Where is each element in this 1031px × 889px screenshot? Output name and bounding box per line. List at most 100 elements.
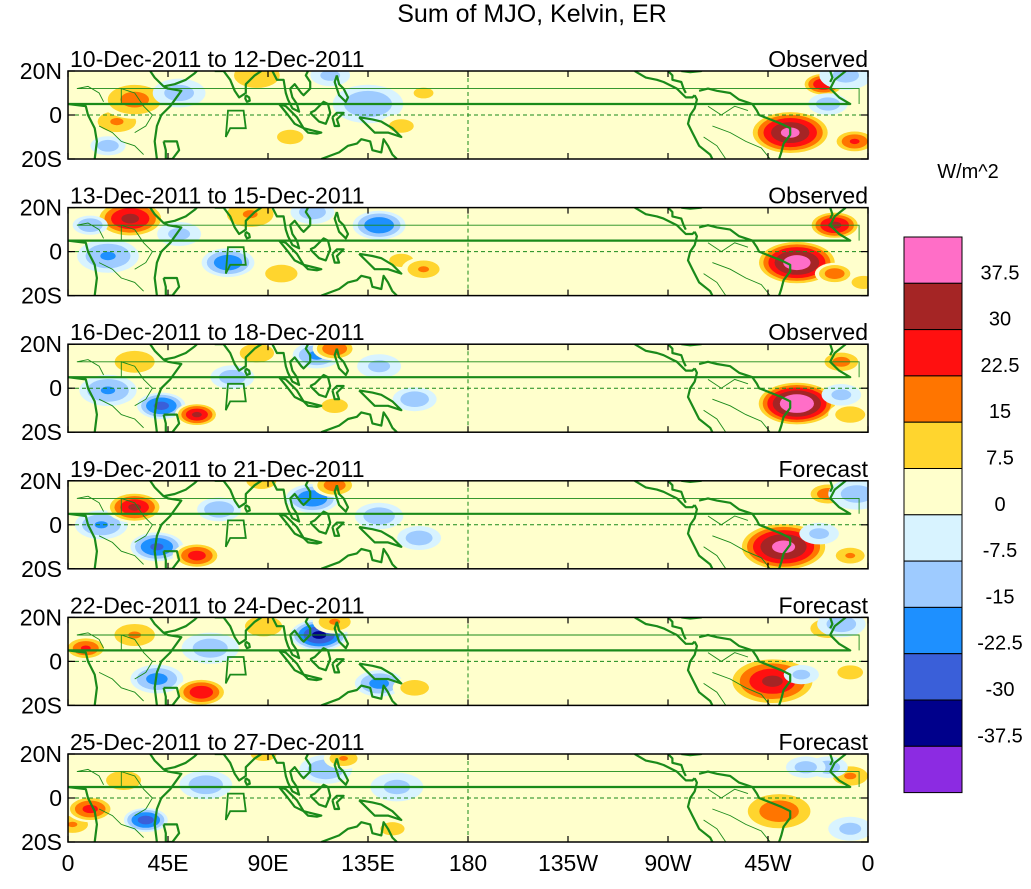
figure-title: Sum of MJO, Kelvin, ER bbox=[397, 0, 667, 28]
colorbar-label: 22.5 bbox=[981, 355, 1020, 377]
panel-status: Forecast bbox=[779, 456, 869, 482]
coastline bbox=[686, 777, 714, 842]
coastline bbox=[358, 799, 403, 822]
coastline bbox=[214, 617, 262, 645]
anomaly-contour bbox=[839, 822, 862, 835]
coastline bbox=[214, 71, 262, 99]
anomaly-contour bbox=[68, 821, 78, 828]
anomaly-contour bbox=[831, 389, 852, 401]
country-border bbox=[76, 359, 860, 378]
country-border bbox=[712, 262, 771, 296]
colorbar-label: -30 bbox=[986, 679, 1015, 701]
anomaly-contour bbox=[837, 665, 864, 680]
coastline bbox=[302, 810, 323, 818]
region-box bbox=[224, 109, 247, 138]
anomaly-contour bbox=[835, 406, 866, 423]
coastline bbox=[829, 617, 834, 629]
coastline bbox=[634, 480, 696, 509]
country-border bbox=[98, 671, 144, 702]
country-border bbox=[712, 808, 771, 842]
coastline bbox=[333, 348, 350, 377]
anomaly-field bbox=[68, 617, 868, 706]
coastline bbox=[634, 754, 696, 782]
region-box bbox=[224, 519, 247, 548]
anomaly-contour bbox=[809, 528, 830, 539]
anomaly-contour bbox=[321, 398, 348, 413]
lat-label: 20N bbox=[20, 468, 62, 494]
anomaly-field bbox=[68, 207, 868, 296]
coastline bbox=[68, 480, 852, 569]
colorbar-box bbox=[903, 421, 963, 470]
coastline bbox=[829, 480, 834, 493]
coastline bbox=[149, 344, 183, 433]
country-border bbox=[712, 125, 771, 159]
coastline bbox=[163, 344, 198, 361]
colorbar-unit-label: W/m^2 bbox=[937, 161, 999, 183]
map-panel: 20N 0 20S 19-Dec-2011 to 21-Dec-2011 Forecas… bbox=[20, 456, 869, 582]
lat-label: 20S bbox=[21, 146, 62, 172]
country-border bbox=[98, 398, 144, 429]
anomaly-contour bbox=[759, 800, 799, 822]
colorbar-label: -37.5 bbox=[977, 725, 1023, 747]
anomaly-contour bbox=[405, 530, 433, 546]
anomaly-contour bbox=[792, 669, 811, 680]
country-border bbox=[120, 770, 153, 816]
country-border bbox=[707, 378, 749, 389]
lon-label: 90W bbox=[644, 850, 692, 876]
coastline bbox=[320, 821, 398, 842]
coastline bbox=[320, 138, 398, 159]
anomaly-contour bbox=[265, 264, 298, 283]
lon-label: 90E bbox=[248, 850, 289, 876]
coastline bbox=[686, 367, 714, 433]
coastline bbox=[333, 75, 350, 103]
anomaly-contour bbox=[845, 552, 856, 559]
coastline bbox=[331, 111, 345, 128]
coastline bbox=[68, 207, 852, 296]
coastline bbox=[309, 237, 332, 262]
anomaly-contour bbox=[368, 360, 391, 373]
colorbar-box bbox=[903, 329, 963, 377]
coastline bbox=[686, 94, 714, 159]
coastline bbox=[163, 480, 198, 498]
country-border bbox=[707, 788, 749, 799]
coastline bbox=[331, 794, 345, 811]
lat-label: 0 bbox=[49, 375, 62, 401]
country-border bbox=[98, 262, 144, 292]
country-border bbox=[76, 495, 860, 514]
anomaly-contour bbox=[191, 411, 202, 418]
coastline bbox=[686, 231, 714, 296]
country-border bbox=[76, 85, 860, 104]
coastline bbox=[698, 87, 792, 159]
coastline bbox=[214, 480, 262, 509]
coastline bbox=[149, 207, 183, 296]
anomaly-contour bbox=[188, 775, 223, 795]
coastline bbox=[244, 230, 251, 240]
coastline bbox=[333, 621, 350, 650]
colorbar-box bbox=[903, 468, 963, 516]
anomaly-contour bbox=[849, 138, 860, 145]
coastline bbox=[149, 617, 183, 706]
coastline bbox=[162, 413, 181, 433]
anomaly-contour bbox=[400, 391, 429, 408]
coastline bbox=[320, 684, 398, 706]
panel-period: 10-Dec-2011 to 12-Dec-2011 bbox=[70, 46, 365, 72]
coastline bbox=[667, 617, 687, 640]
colorbar-box bbox=[903, 606, 963, 655]
anomaly-contour bbox=[413, 87, 434, 99]
lat-label: 20S bbox=[21, 419, 62, 445]
coastline bbox=[309, 783, 332, 808]
lat-label: 20S bbox=[21, 556, 62, 582]
anomaly-contour bbox=[779, 394, 814, 413]
coastline bbox=[686, 641, 714, 706]
country-border bbox=[707, 652, 749, 662]
region-box bbox=[224, 656, 247, 684]
coastline bbox=[686, 504, 714, 569]
panel-period: 19-Dec-2011 to 21-Dec-2011 bbox=[70, 456, 365, 482]
country-border bbox=[703, 683, 727, 706]
panel-period: 16-Dec-2011 to 18-Dec-2011 bbox=[70, 319, 365, 345]
anomaly-contour bbox=[128, 503, 142, 511]
coastline bbox=[309, 647, 332, 672]
coastline bbox=[302, 400, 323, 408]
coastline bbox=[320, 411, 398, 433]
coastline bbox=[333, 758, 350, 786]
